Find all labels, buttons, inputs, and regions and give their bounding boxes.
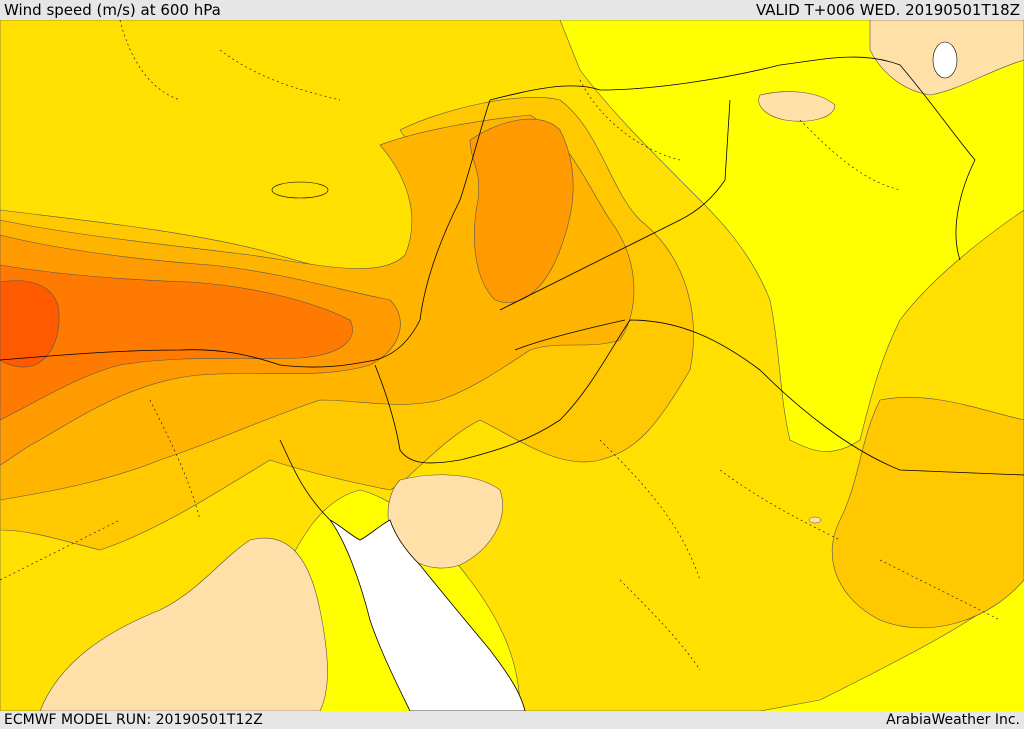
model-run: ECMWF MODEL RUN: 20190501T12Z — [4, 712, 263, 728]
wind-speed-map — [0, 20, 1024, 711]
wind-band-dark-orange — [0, 264, 353, 421]
persian-gulf-spot — [808, 516, 822, 524]
wind-band-red-orange — [0, 280, 60, 368]
wind-band-yellow-east — [559, 20, 1024, 452]
calm-region-southwest — [39, 537, 328, 711]
weather-map[interactable] — [0, 20, 1024, 711]
wind-band-orange-north — [469, 118, 574, 303]
internal-boundaries — [0, 20, 1001, 671]
calm-region-spot — [758, 91, 836, 122]
cyprus-island — [271, 181, 329, 199]
wind-band-gold-east — [831, 397, 1024, 629]
footer-bar: ECMWF MODEL RUN: 20190501T12Z ArabiaWeat… — [0, 711, 1024, 729]
map-title: Wind speed (m/s) at 600 hPa — [4, 1, 221, 19]
header-bar: Wind speed (m/s) at 600 hPa VALID T+006 … — [0, 0, 1024, 20]
caspian-sea-edge — [932, 41, 958, 79]
valid-time: VALID T+006 WED. 20190501T18Z — [755, 1, 1020, 19]
credit: ArabiaWeather Inc. — [886, 712, 1020, 728]
red-sea — [329, 519, 526, 711]
borders — [0, 56, 1024, 521]
